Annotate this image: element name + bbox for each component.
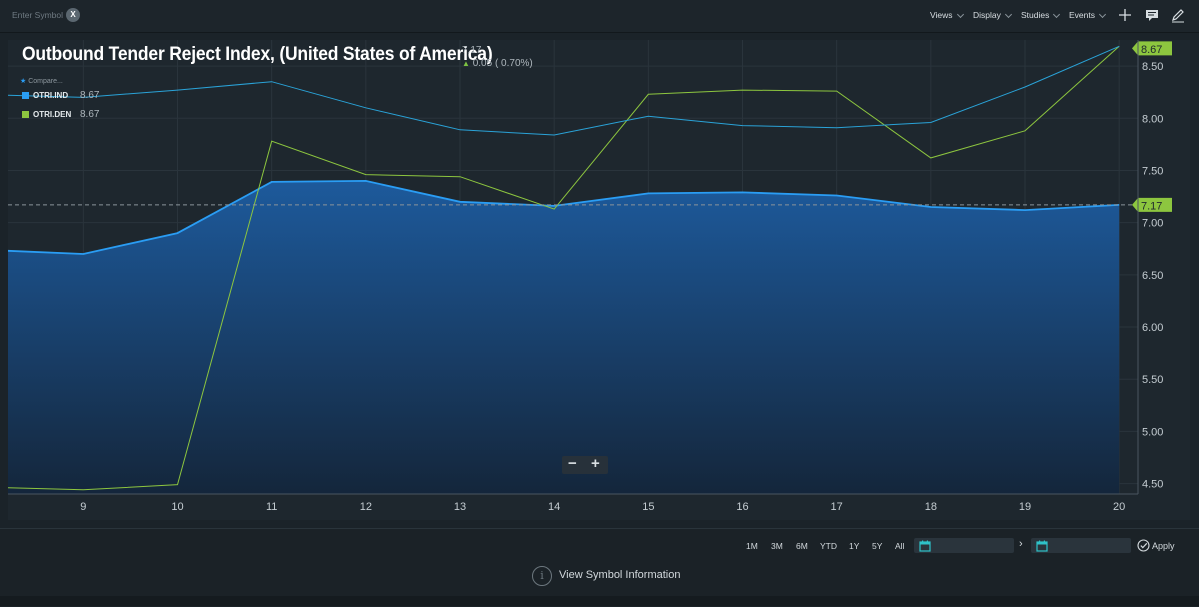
x-tick-label: 12 (360, 501, 372, 513)
x-tick-label: 9 (80, 501, 86, 513)
otri-den-line (8, 45, 1120, 491)
y-tick-label: 5.00 (1142, 426, 1163, 438)
x-tick-label: 15 (642, 501, 654, 513)
range-ytd-button[interactable]: YTD (820, 541, 837, 551)
zoom-out-button[interactable]: − (568, 455, 577, 472)
y-tick-label: 8.50 (1142, 61, 1163, 73)
x-tick-label: 17 (831, 501, 843, 513)
y-tick-label: 7.50 (1142, 165, 1163, 177)
last-value: 7.17 (462, 45, 482, 56)
chevron-down-icon (1004, 10, 1012, 19)
y-tick-label: 6.50 (1142, 270, 1163, 282)
value-marker (1132, 41, 1172, 56)
chevron-down-icon (1098, 10, 1107, 19)
range-1m-button[interactable]: 1M (746, 541, 758, 551)
x-tick-label: 13 (454, 501, 466, 513)
value-marker-label: 8.67 (1141, 44, 1162, 56)
legend-value: 8.67 (80, 109, 100, 120)
y-tick-label: 7.00 (1142, 218, 1163, 230)
range-6m-button[interactable]: 6M (796, 541, 808, 551)
value-marker (1132, 197, 1172, 212)
x-tick-label: 16 (736, 501, 748, 513)
chart-title: Outbound Tender Reject Index, (United St… (22, 44, 493, 65)
plus-icon[interactable] (1117, 7, 1133, 23)
x-tick-label: 11 (266, 501, 277, 513)
comment-icon[interactable] (1144, 7, 1160, 23)
legend-swatch (22, 92, 29, 99)
end-date-field[interactable] (1031, 538, 1131, 553)
range-all-button[interactable]: All (895, 541, 905, 551)
x-tick-label: 20 (1113, 501, 1125, 513)
otri-ind-area (8, 180, 1120, 494)
chart: 4.50 5.00 5.50 6.00 6.50 7.00 7.50 8.00 8.50 9 10 1… (8, 40, 1190, 520)
y-tick-label: 4.50 (1142, 479, 1163, 491)
symbol-input[interactable]: Enter Symbol (12, 10, 64, 20)
up-arrow-icon: ▲ (462, 59, 470, 68)
legend-item-otri-den[interactable]: OTRI.DEN 8.67 (22, 109, 99, 120)
footer-strip (0, 596, 1199, 606)
y-tick-label: 5.50 (1142, 374, 1163, 386)
calendar-icon (919, 540, 931, 552)
chevron-right-icon: › (1019, 538, 1023, 550)
top-toolbar: Enter Symbol X Views Display Studies Eve… (0, 0, 1199, 33)
value-marker-label: 7.17 (1141, 200, 1162, 212)
zoom-in-button[interactable]: + (591, 455, 600, 472)
start-date-field[interactable] (914, 538, 1014, 553)
star-icon: ★ (20, 78, 27, 85)
views-menu[interactable]: Views (930, 10, 964, 20)
x-tick-label: 14 (548, 501, 560, 513)
otri-ind-line (8, 179, 1120, 255)
x-tick-label: 10 (171, 501, 183, 513)
display-menu[interactable]: Display (973, 10, 1012, 20)
range-3m-button[interactable]: 3M (771, 541, 783, 551)
chevron-down-icon (956, 10, 964, 19)
range-5y-button[interactable]: 5Y (872, 541, 883, 551)
pencil-icon[interactable] (1170, 7, 1186, 23)
chevron-down-icon (1053, 10, 1061, 19)
x-tick-label: 19 (1019, 501, 1031, 513)
y-tick-label: 8.00 (1142, 113, 1163, 125)
studies-menu[interactable]: Studies (1021, 10, 1061, 20)
events-menu[interactable]: Events (1069, 10, 1107, 20)
change-value: ▲ 0.05 ( 0.70%) (462, 58, 533, 69)
compare-line (8, 45, 1120, 136)
zoom-control: − + (562, 455, 608, 474)
y-tick-label: 6.00 (1142, 322, 1163, 334)
x-tick-label: 18 (925, 501, 937, 513)
range-1y-button[interactable]: 1Y (849, 541, 860, 551)
info-icon: i (532, 566, 552, 586)
legend-value: 8.67 (80, 90, 100, 101)
compare-button[interactable]: ★ Compare... (20, 78, 63, 85)
check-circle-icon (1137, 539, 1150, 552)
calendar-icon (1036, 540, 1048, 552)
clear-symbol-button[interactable]: X (66, 8, 80, 22)
legend-swatch (22, 111, 29, 118)
legend-item-otri-ind[interactable]: OTRI.IND 8.67 (22, 90, 99, 101)
